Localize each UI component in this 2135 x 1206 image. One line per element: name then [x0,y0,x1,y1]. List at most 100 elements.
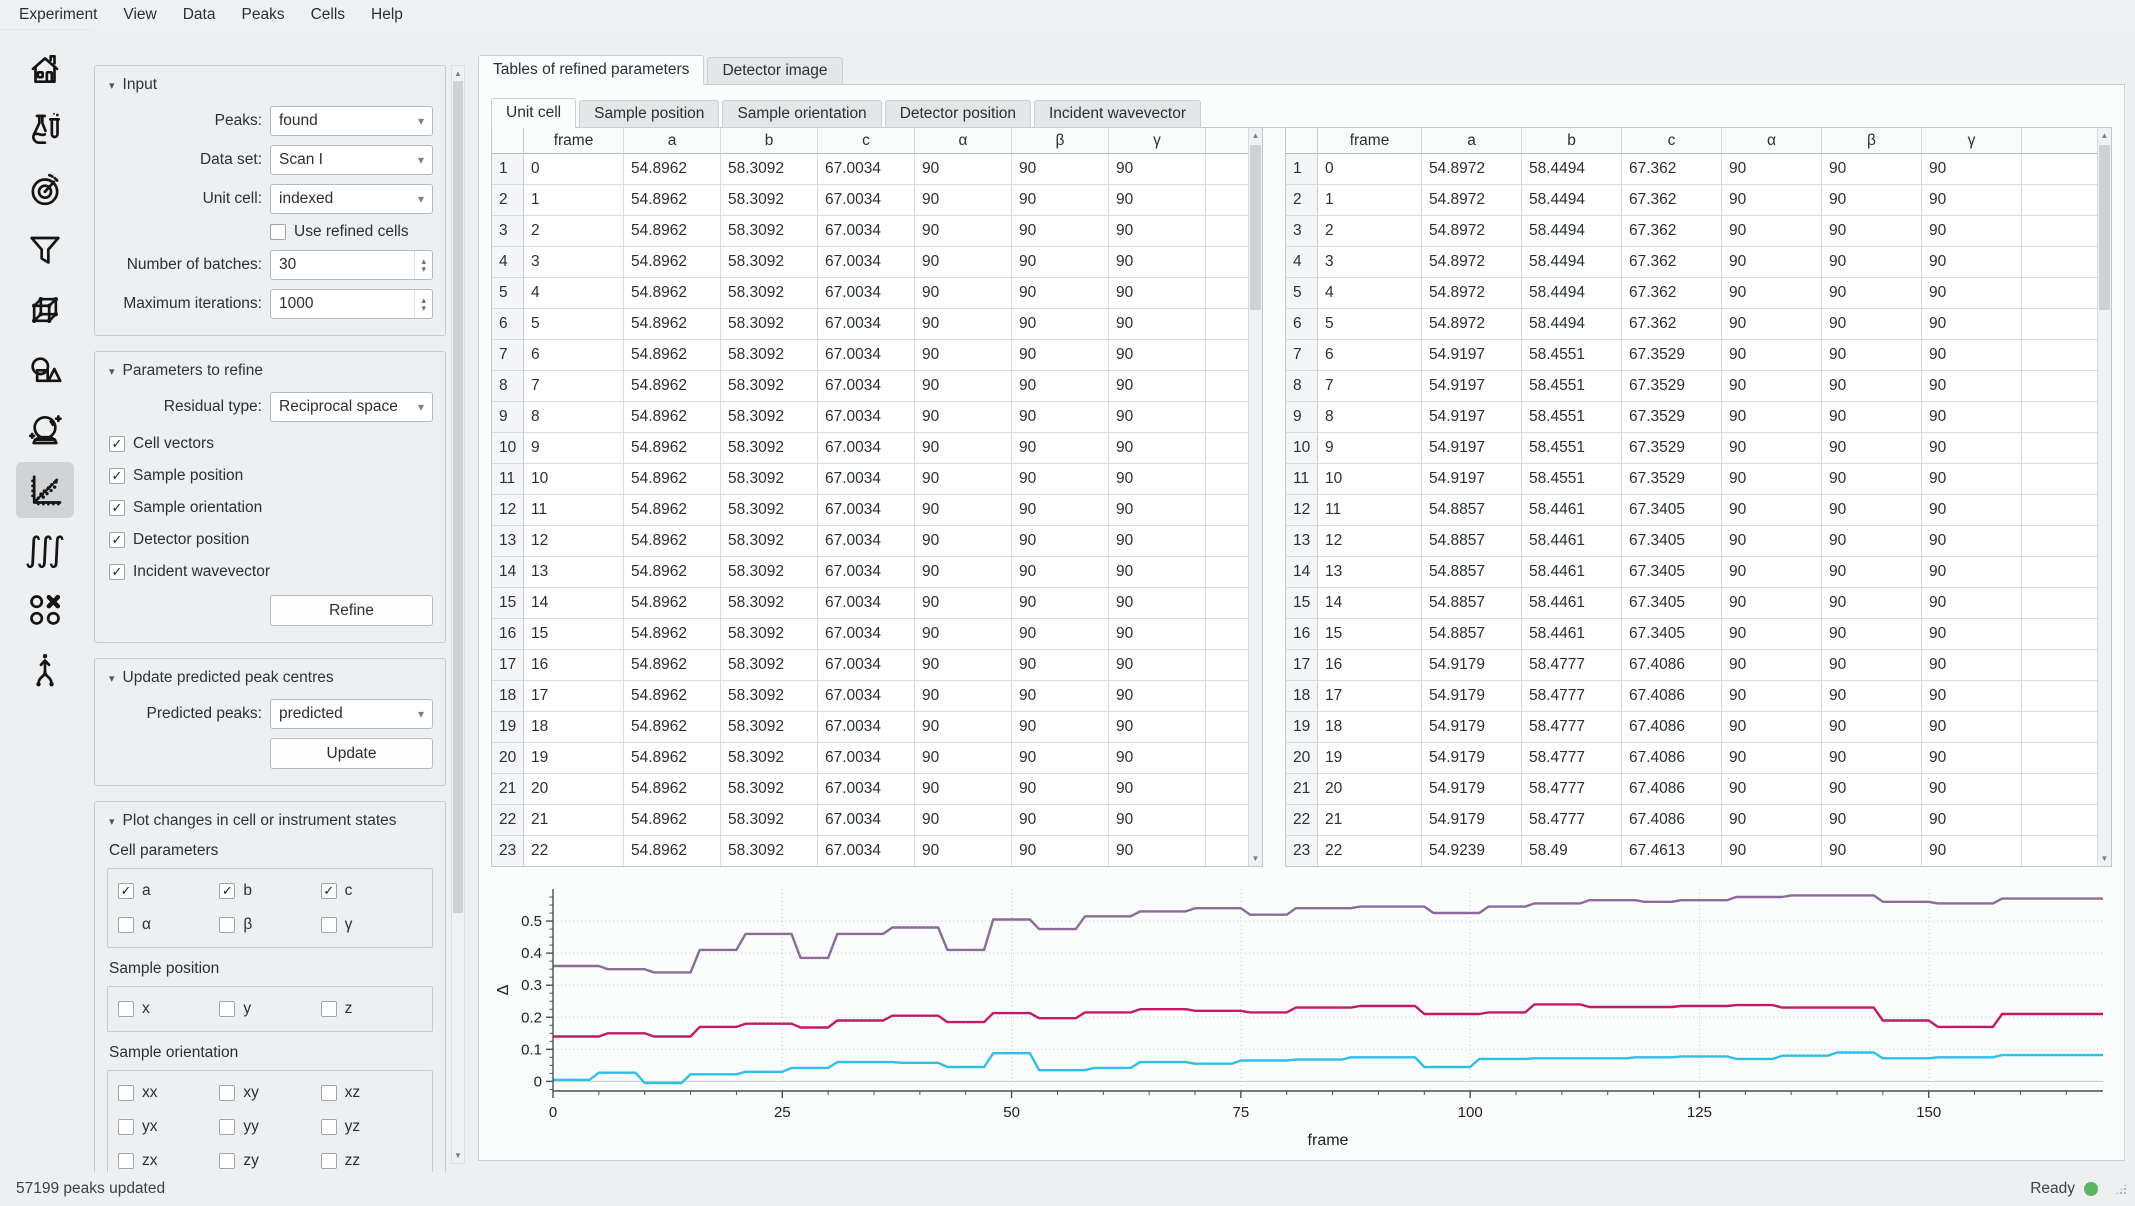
table-cell[interactable]: 90 [1109,185,1206,216]
table-cell[interactable]: 90 [1012,247,1109,278]
table-cell[interactable]: 67.4086 [1622,681,1722,712]
table-cell[interactable]: 90 [1109,495,1206,526]
table-cell[interactable]: 58.3092 [721,247,818,278]
table-cell[interactable]: 67.3405 [1622,495,1722,526]
column-header[interactable]: b [721,128,818,154]
index-peaks-icon[interactable] [16,582,74,638]
table-cell[interactable]: 90 [1012,650,1109,681]
table-cell[interactable]: 90 [1722,650,1822,681]
row-number[interactable]: 15 [492,588,524,619]
integrate-icon[interactable]: ∫∫∫ [16,522,74,578]
table-cell[interactable]: 54.9179 [1422,650,1522,681]
table-cell[interactable]: 90 [915,557,1012,588]
table-cell[interactable]: 90 [915,774,1012,805]
row-number[interactable]: 23 [492,836,524,866]
tab-detector-image[interactable]: Detector image [707,57,842,85]
table-cell[interactable]: 90 [1012,805,1109,836]
table-cell[interactable]: 90 [915,681,1012,712]
table-cell[interactable]: 54.8857 [1422,557,1522,588]
table-cell[interactable]: 58.3092 [721,185,818,216]
table-cell[interactable]: 67.0034 [818,371,915,402]
table-cell[interactable]: 90 [1822,588,1922,619]
column-header[interactable]: a [1422,128,1522,154]
row-number[interactable]: 7 [492,340,524,371]
table-cell[interactable]: 90 [1722,309,1822,340]
table-cell[interactable]: 90 [1012,526,1109,557]
table-row[interactable]: 10954.919758.455167.3529909090 [1286,433,2097,464]
table-cell[interactable]: 90 [1922,185,2022,216]
table-cell[interactable]: 21 [1318,805,1422,836]
peak-shapes-icon[interactable] [16,342,74,398]
table-cell[interactable]: 90 [1922,216,2022,247]
table-row[interactable]: 7654.896258.309267.0034909090 [492,340,1248,371]
scroll-up-icon[interactable]: ▲ [454,66,462,81]
plot-checkbox-α[interactable]: α [118,916,219,934]
table-cell[interactable]: 67.0034 [818,526,915,557]
table-cell[interactable]: 54.9197 [1422,433,1522,464]
table-cell[interactable]: 90 [1822,154,1922,185]
goniometer-icon[interactable] [16,642,74,698]
table-cell[interactable]: 90 [1109,526,1206,557]
table-row[interactable]: 5454.896258.309267.0034909090 [492,278,1248,309]
table-cell[interactable]: 90 [1822,619,1922,650]
table-cell[interactable]: 90 [1922,836,2022,866]
checkbox-box[interactable] [219,917,235,933]
filter-icon[interactable] [16,222,74,278]
table-cell[interactable]: 90 [1012,216,1109,247]
table-cell[interactable]: 54.8962 [624,278,721,309]
table-cell[interactable]: 67.362 [1622,278,1722,309]
table-cell[interactable]: 58.3092 [721,340,818,371]
table-row[interactable]: 6554.896258.309267.0034909090 [492,309,1248,340]
table-cell[interactable]: 90 [1922,495,2022,526]
table-cell[interactable]: 90 [1012,712,1109,743]
table-cell[interactable]: 54.9179 [1422,712,1522,743]
subtab-incident-wavevector[interactable]: Incident wavevector [1034,100,1201,128]
table-row[interactable]: 1054.897258.449467.362909090 [1286,154,2097,185]
row-number[interactable]: 18 [492,681,524,712]
row-number[interactable]: 21 [492,774,524,805]
table-cell[interactable]: 54.9179 [1422,774,1522,805]
table-cell[interactable]: 90 [1922,464,2022,495]
table-cell[interactable]: 67.3405 [1622,588,1722,619]
table-row[interactable]: 171654.917958.477767.4086909090 [1286,650,2097,681]
table-cell[interactable]: 67.4086 [1622,805,1722,836]
table-cell[interactable]: 12 [524,526,624,557]
checkbox-box[interactable] [118,1001,134,1017]
table-cell[interactable]: 90 [1722,247,1822,278]
table-row[interactable]: 4354.896258.309267.0034909090 [492,247,1248,278]
row-number[interactable]: 17 [492,650,524,681]
row-number[interactable]: 3 [492,216,524,247]
table-cell[interactable]: 5 [524,309,624,340]
scrollbar-thumb[interactable] [2099,145,2110,310]
row-number[interactable]: 14 [492,557,524,588]
table-cell[interactable]: 4 [1318,278,1422,309]
home-icon[interactable] [16,42,74,98]
table-row[interactable]: 181754.917958.477767.4086909090 [1286,681,2097,712]
row-number[interactable]: 4 [1286,247,1318,278]
table-cell[interactable]: 67.0034 [818,774,915,805]
table-cell[interactable]: 58.3092 [721,774,818,805]
checkbox-box[interactable] [118,1085,134,1101]
table-cell[interactable]: 16 [1318,650,1422,681]
table-cell[interactable]: 1 [524,185,624,216]
table-cell[interactable]: 90 [1012,557,1109,588]
table-row[interactable]: 222154.917958.477767.4086909090 [1286,805,2097,836]
table-cell[interactable]: 90 [1922,557,2022,588]
table-cell[interactable]: 7 [1318,371,1422,402]
residual-type-select[interactable]: Reciprocal space▾ [270,392,433,422]
table-cell[interactable]: 90 [1822,557,1922,588]
table-cell[interactable]: 58.4461 [1522,588,1622,619]
checkbox-box[interactable] [219,1119,235,1135]
scrollbar-track[interactable] [2098,143,2111,851]
table-cell[interactable]: 90 [1822,402,1922,433]
table-cell[interactable]: 0 [1318,154,1422,185]
row-number[interactable]: 5 [1286,278,1318,309]
row-number[interactable]: 8 [492,371,524,402]
table-cell[interactable]: 58.4461 [1522,526,1622,557]
row-number[interactable]: 3 [1286,216,1318,247]
column-header[interactable]: β [1822,128,1922,154]
row-number[interactable]: 1 [1286,154,1318,185]
table-cell[interactable]: 58.4551 [1522,433,1622,464]
table-cell[interactable]: 90 [915,185,1012,216]
table-cell[interactable]: 90 [1722,464,1822,495]
